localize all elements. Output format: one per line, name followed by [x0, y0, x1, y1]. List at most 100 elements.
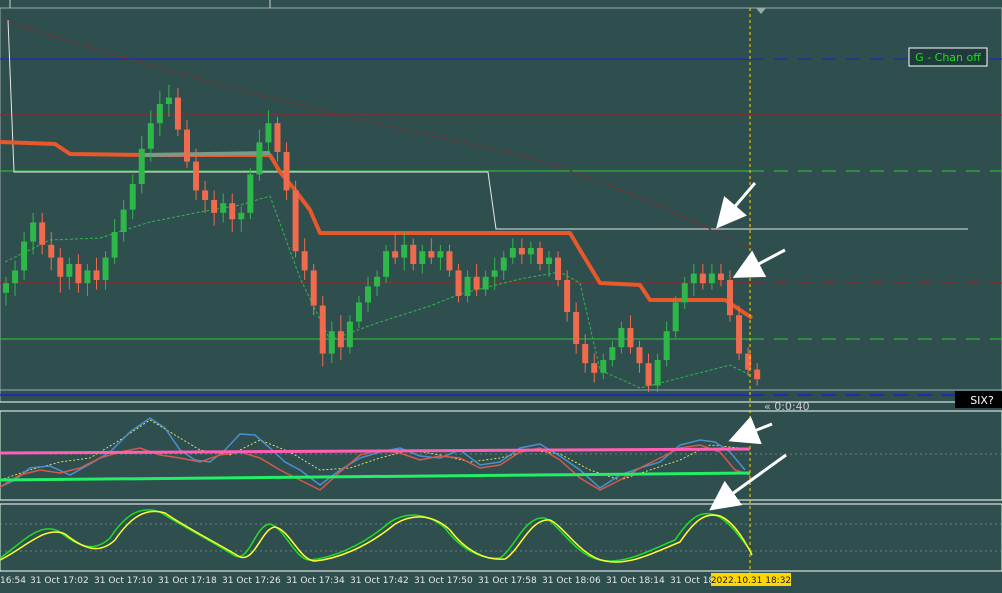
bear-candle [202, 190, 209, 200]
bear-candle [582, 344, 589, 364]
six-label: SIX? [970, 394, 994, 407]
bull-candle [256, 142, 263, 175]
bear-candle [410, 244, 417, 264]
bull-candle [374, 276, 381, 287]
time-tick-label: 31 Oct 17:42 [350, 576, 409, 586]
bear-candle [310, 270, 317, 306]
bull-candle [328, 331, 335, 354]
channel-line [7, 19, 968, 230]
bear-candle [229, 203, 236, 220]
bear-candle [754, 369, 761, 380]
bear-candle [283, 152, 290, 191]
current-time-label: 2022.10.31 18:32 [711, 576, 791, 586]
bear-candle [555, 257, 562, 280]
bull-candle [401, 244, 408, 258]
white-arrow-icon [716, 182, 757, 229]
bear-candle [446, 251, 453, 271]
bull-candle [238, 212, 245, 220]
bull-candle [491, 270, 498, 277]
level-lines [0, 58, 1002, 396]
bull-candle [383, 251, 390, 277]
bear-candle [645, 363, 652, 386]
oscillator [0, 417, 1002, 491]
bear-candle [573, 312, 580, 344]
green-dashed-line [4, 195, 751, 389]
bull-candle [672, 302, 679, 332]
bull-candle [220, 203, 227, 213]
bull-candle [654, 360, 661, 386]
bull-candle [346, 321, 353, 348]
time-tick-label: 31 Oct 17:02 [30, 576, 89, 586]
time-tick-label: 31 Oct 18:06 [542, 576, 601, 586]
time-tick-label: 31 Oct 18:14 [606, 576, 665, 586]
bull-candle [265, 123, 272, 143]
pink-level-line [0, 447, 751, 455]
bull-candle [681, 283, 688, 303]
stochastic-panel [0, 503, 1002, 572]
bull-candle [509, 248, 516, 258]
bear-candle [564, 280, 571, 312]
bull-candle [663, 331, 670, 360]
candles [3, 84, 761, 392]
bull-candle [156, 104, 163, 124]
bear-candle [57, 257, 64, 277]
oscillator-panel [0, 410, 1002, 501]
white-arrow-icon [709, 453, 787, 511]
bear-candle [636, 347, 643, 364]
bull-candle [111, 232, 118, 258]
bull-candle [21, 241, 28, 271]
bull-candle [247, 174, 254, 213]
bear-candle [699, 273, 706, 284]
bull-candle [102, 257, 109, 280]
bull-candle [527, 248, 534, 255]
bear-candle [211, 200, 218, 213]
bear-candle [193, 161, 200, 191]
annotation-arrows [709, 182, 787, 511]
white-arrow-icon [732, 248, 786, 278]
bear-candle [745, 353, 752, 370]
bear-candle [428, 251, 435, 258]
bear-candle [75, 264, 82, 284]
lime-level-line [0, 471, 751, 482]
bull-candle [437, 251, 444, 258]
bear-candle [627, 328, 634, 348]
bear-candle [536, 248, 543, 264]
time-tick-label: 31 Oct 17:10 [94, 576, 153, 586]
bull-candle [419, 251, 426, 264]
slow-ma [4, 19, 751, 249]
bear-candle [184, 129, 190, 162]
trend-line [0, 140, 754, 320]
bear-candle [727, 280, 733, 316]
bear-candle [48, 244, 55, 258]
bull-candle [500, 257, 507, 271]
bear-candle [319, 305, 326, 354]
six-badge[interactable]: SIX? [955, 391, 1002, 408]
time-tick-label: 31 Oct 17:50 [414, 576, 473, 586]
bear-candle [337, 331, 344, 348]
bear-candle [455, 270, 462, 296]
bear-candle [39, 222, 46, 245]
main-panel [0, 7, 1002, 403]
bull-candle [355, 302, 362, 322]
bear-candle [274, 123, 281, 152]
bull-candle [600, 360, 607, 373]
time-tick-label: 31 Oct 18: [670, 576, 717, 586]
time-tick-label: 31 Oct 17:26 [222, 576, 281, 586]
bear-candle [292, 190, 299, 252]
bear-candle [93, 270, 100, 280]
chan-off-badge[interactable]: G - Chan off [908, 47, 988, 67]
bull-candle [129, 184, 136, 210]
time-axis: 16:54 31 Oct 17:02 31 Oct 17:10 31 Oct 17:1… [0, 576, 717, 586]
bull-candle [66, 264, 73, 277]
bull-candle [690, 273, 697, 284]
time-tick-label: 31 Oct 17:34 [286, 576, 345, 586]
time-tick-label: 16:54 [0, 576, 26, 586]
white-arrow-icon [728, 416, 773, 445]
bear-candle [736, 315, 743, 354]
bull-candle [3, 283, 9, 293]
bull-candle [365, 286, 371, 303]
chan-off-label: G - Chan off [915, 51, 981, 64]
bull-candle [120, 209, 127, 232]
bull-candle [708, 273, 715, 284]
